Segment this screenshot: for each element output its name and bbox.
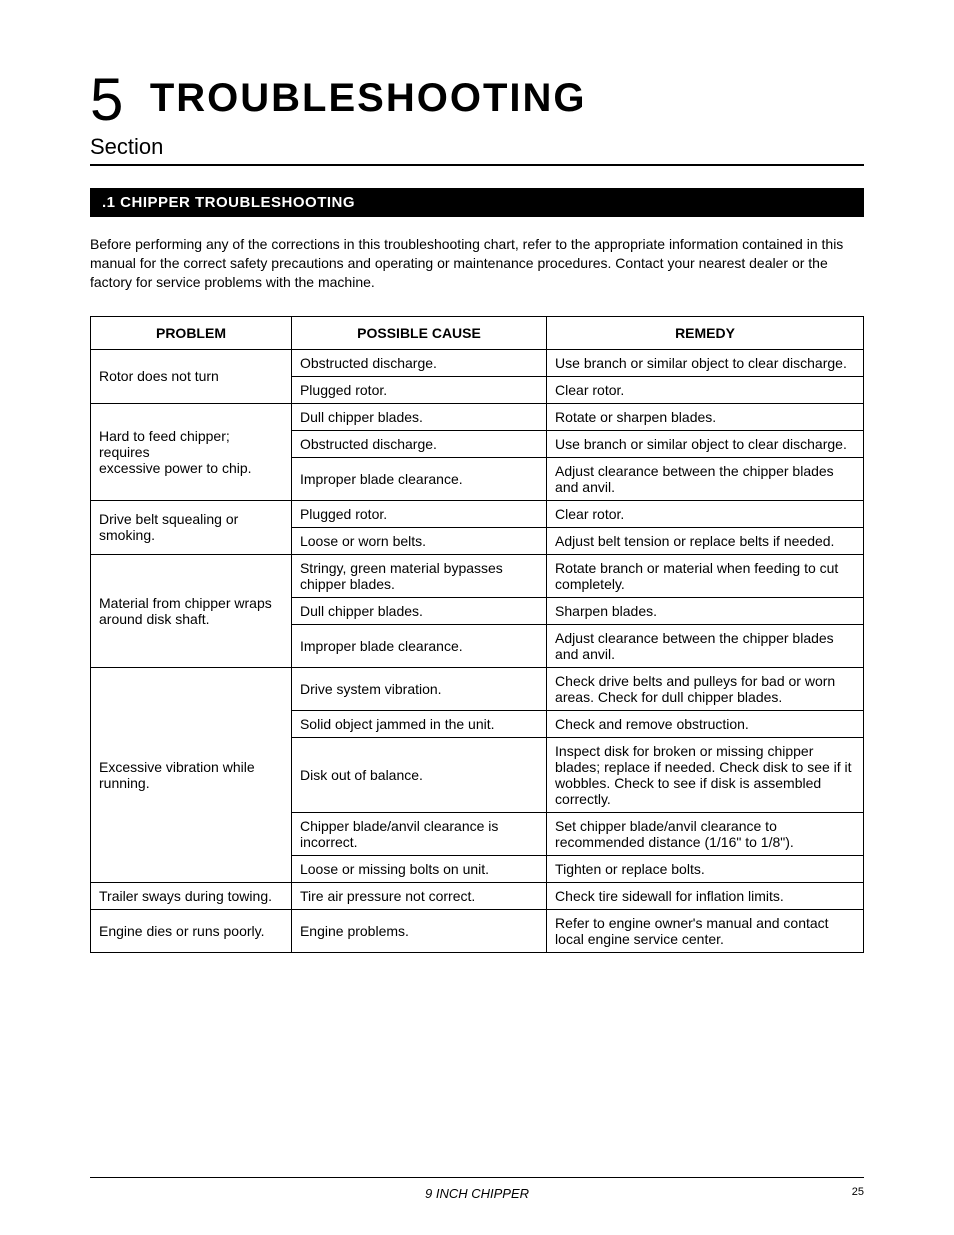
table-row: Material from chipper wraps around disk … <box>91 554 864 597</box>
table-row: Excessive vibration while running.Drive … <box>91 667 864 710</box>
problem-cell: Rotor does not turn <box>91 349 292 403</box>
cause-cell: Loose or worn belts. <box>291 527 546 554</box>
remedy-cell: Use branch or similar object to clear di… <box>547 349 864 376</box>
remedy-cell: Check drive belts and pulleys for bad or… <box>547 667 864 710</box>
page: 5 TROUBLESHOOTING Section .1 CHIPPER TRO… <box>0 0 954 1235</box>
table-row: Trailer sways during towing.Tire air pre… <box>91 882 864 909</box>
table-row: Engine dies or runs poorly.Engine proble… <box>91 909 864 952</box>
remedy-cell: Tighten or replace bolts. <box>547 855 864 882</box>
table-row: Rotor does not turnObstructed discharge.… <box>91 349 864 376</box>
problem-cell: Drive belt squealing or smoking. <box>91 500 292 554</box>
cause-cell: Improper blade clearance. <box>291 624 546 667</box>
col-header-cause: POSSIBLE CAUSE <box>291 316 546 349</box>
cause-cell: Engine problems. <box>291 909 546 952</box>
remedy-cell: Inspect disk for broken or missing chipp… <box>547 737 864 812</box>
footer-title: 9 INCH CHIPPER <box>90 1186 864 1201</box>
footer-page-number: 25 <box>852 1186 864 1198</box>
cause-cell: Solid object jammed in the unit. <box>291 710 546 737</box>
problem-cell: Material from chipper wraps around disk … <box>91 554 292 667</box>
remedy-cell: Use branch or similar object to clear di… <box>547 430 864 457</box>
table-row: Drive belt squealing or smoking.Plugged … <box>91 500 864 527</box>
problem-cell: Trailer sways during towing. <box>91 882 292 909</box>
table-row: Hard to feed chipper; requiresexcessive … <box>91 403 864 430</box>
remedy-cell: Sharpen blades. <box>547 597 864 624</box>
remedy-cell: Adjust clearance between the chipper bla… <box>547 624 864 667</box>
cause-cell: Stringy, green material bypasses chipper… <box>291 554 546 597</box>
remedy-cell: Clear rotor. <box>547 500 864 527</box>
table-header-row: PROBLEM POSSIBLE CAUSE REMEDY <box>91 316 864 349</box>
problem-cell: Hard to feed chipper; requiresexcessive … <box>91 403 292 500</box>
remedy-cell: Set chipper blade/anvil clearance to rec… <box>547 812 864 855</box>
chapter-title: TROUBLESHOOTING <box>150 74 587 122</box>
cause-cell: Improper blade clearance. <box>291 457 546 500</box>
cause-cell: Obstructed discharge. <box>291 430 546 457</box>
section-label: Section <box>90 134 864 160</box>
problem-cell: Engine dies or runs poorly. <box>91 909 292 952</box>
remedy-cell: Clear rotor. <box>547 376 864 403</box>
cause-cell: Chipper blade/anvil clearance is incorre… <box>291 812 546 855</box>
page-footer: 9 INCH CHIPPER 25 <box>90 1177 864 1201</box>
cause-cell: Drive system vibration. <box>291 667 546 710</box>
problem-cell: Excessive vibration while running. <box>91 667 292 882</box>
cause-cell: Loose or missing bolts on unit. <box>291 855 546 882</box>
col-header-problem: PROBLEM <box>91 316 292 349</box>
cause-cell: Plugged rotor. <box>291 500 546 527</box>
cause-cell: Plugged rotor. <box>291 376 546 403</box>
section-heading-bar: .1 CHIPPER TROUBLESHOOTING <box>90 188 864 217</box>
remedy-cell: Rotate branch or material when feeding t… <box>547 554 864 597</box>
cause-cell: Dull chipper blades. <box>291 403 546 430</box>
col-header-remedy: REMEDY <box>547 316 864 349</box>
cause-cell: Disk out of balance. <box>291 737 546 812</box>
chapter-header: 5 TROUBLESHOOTING <box>90 70 864 130</box>
intro-paragraph: Before performing any of the corrections… <box>90 235 864 292</box>
header-rule <box>90 164 864 166</box>
remedy-cell: Adjust clearance between the chipper bla… <box>547 457 864 500</box>
troubleshooting-table: PROBLEM POSSIBLE CAUSE REMEDY Rotor does… <box>90 316 864 953</box>
remedy-cell: Rotate or sharpen blades. <box>547 403 864 430</box>
chapter-number: 5 <box>90 70 123 130</box>
remedy-cell: Refer to engine owner's manual and conta… <box>547 909 864 952</box>
cause-cell: Tire air pressure not correct. <box>291 882 546 909</box>
cause-cell: Dull chipper blades. <box>291 597 546 624</box>
remedy-cell: Check and remove obstruction. <box>547 710 864 737</box>
remedy-cell: Check tire sidewall for inflation limits… <box>547 882 864 909</box>
table-body: Rotor does not turnObstructed discharge.… <box>91 349 864 952</box>
remedy-cell: Adjust belt tension or replace belts if … <box>547 527 864 554</box>
cause-cell: Obstructed discharge. <box>291 349 546 376</box>
